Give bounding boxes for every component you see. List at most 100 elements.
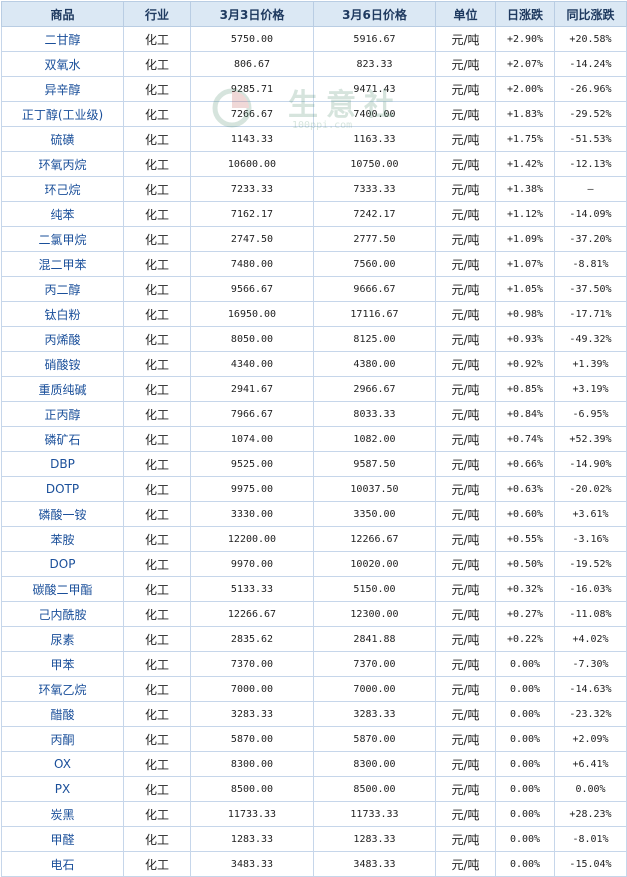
table-row: 丙酮 化工 5870.00 5870.00 元/吨 0.00% +2.09% — [1, 726, 627, 752]
header-price-mar3: 3月3日价格 — [190, 1, 314, 27]
unit-cell: 元/吨 — [435, 76, 496, 102]
price-mar6-cell: 5870.00 — [313, 726, 436, 752]
commodity-name: 重质纯碱 — [1, 376, 124, 402]
price-mar6-cell: 7370.00 — [313, 651, 436, 677]
yoy-change-cell: -11.08% — [554, 601, 627, 627]
price-mar6-cell: 11733.33 — [313, 801, 436, 827]
yoy-change-cell: +3.61% — [554, 501, 627, 527]
industry-cell: 化工 — [123, 651, 191, 677]
header-unit: 单位 — [435, 1, 496, 27]
table-row: 双氧水 化工 806.67 823.33 元/吨 +2.07% -14.24% — [1, 51, 627, 77]
industry-cell: 化工 — [123, 751, 191, 777]
table-row: 丙烯酸 化工 8050.00 8125.00 元/吨 +0.93% -49.32% — [1, 326, 627, 352]
commodity-name: 纯苯 — [1, 201, 124, 227]
unit-cell: 元/吨 — [435, 576, 496, 602]
price-mar3-cell: 16950.00 — [190, 301, 314, 327]
price-mar6-cell: 2841.88 — [313, 626, 436, 652]
price-mar3-cell: 7370.00 — [190, 651, 314, 677]
price-mar3-cell: 1283.33 — [190, 826, 314, 852]
yoy-change-cell: -15.04% — [554, 851, 627, 877]
price-mar6-cell: 9471.43 — [313, 76, 436, 102]
daily-change-cell: +0.32% — [495, 576, 555, 602]
table-row: 重质纯碱 化工 2941.67 2966.67 元/吨 +0.85% +3.19% — [1, 376, 627, 402]
industry-cell: 化工 — [123, 51, 191, 77]
price-mar3-cell: 7966.67 — [190, 401, 314, 427]
yoy-change-cell: — — [554, 176, 627, 202]
price-mar6-cell: 8125.00 — [313, 326, 436, 352]
table-row: 二甘醇 化工 5750.00 5916.67 元/吨 +2.90% +20.58% — [1, 26, 627, 52]
yoy-change-cell: -3.16% — [554, 526, 627, 552]
price-mar3-cell: 10600.00 — [190, 151, 314, 177]
price-mar3-cell: 5133.33 — [190, 576, 314, 602]
industry-cell: 化工 — [123, 101, 191, 127]
daily-change-cell: +2.07% — [495, 51, 555, 77]
commodity-name: DBP — [1, 451, 124, 477]
unit-cell: 元/吨 — [435, 51, 496, 77]
daily-change-cell: +0.93% — [495, 326, 555, 352]
industry-cell: 化工 — [123, 826, 191, 852]
price-mar3-cell: 8300.00 — [190, 751, 314, 777]
price-mar6-cell: 7333.33 — [313, 176, 436, 202]
unit-cell: 元/吨 — [435, 676, 496, 702]
unit-cell: 元/吨 — [435, 801, 496, 827]
daily-change-cell: +0.60% — [495, 501, 555, 527]
daily-change-cell: 0.00% — [495, 801, 555, 827]
unit-cell: 元/吨 — [435, 376, 496, 402]
unit-cell: 元/吨 — [435, 126, 496, 152]
price-mar3-cell: 1074.00 — [190, 426, 314, 452]
yoy-change-cell: -20.02% — [554, 476, 627, 502]
commodity-name: 丙二醇 — [1, 276, 124, 302]
commodity-name: 钛白粉 — [1, 301, 124, 327]
yoy-change-cell: -51.53% — [554, 126, 627, 152]
industry-cell: 化工 — [123, 251, 191, 277]
industry-cell: 化工 — [123, 476, 191, 502]
unit-cell: 元/吨 — [435, 401, 496, 427]
commodity-name: 正丁醇(工业级) — [1, 101, 124, 127]
price-mar6-cell: 17116.67 — [313, 301, 436, 327]
unit-cell: 元/吨 — [435, 701, 496, 727]
commodity-name: 甲苯 — [1, 651, 124, 677]
price-mar3-cell: 3330.00 — [190, 501, 314, 527]
industry-cell: 化工 — [123, 76, 191, 102]
daily-change-cell: 0.00% — [495, 751, 555, 777]
table-row: 二氯甲烷 化工 2747.50 2777.50 元/吨 +1.09% -37.20% — [1, 226, 627, 252]
industry-cell: 化工 — [123, 201, 191, 227]
price-mar3-cell: 8500.00 — [190, 776, 314, 802]
header-commodity: 商品 — [1, 1, 124, 27]
table-row: 己内酰胺 化工 12266.67 12300.00 元/吨 +0.27% -11.08% — [1, 601, 627, 627]
industry-cell: 化工 — [123, 801, 191, 827]
daily-change-cell: +1.12% — [495, 201, 555, 227]
price-mar6-cell: 9666.67 — [313, 276, 436, 302]
price-mar3-cell: 9525.00 — [190, 451, 314, 477]
commodity-name: 环氧丙烷 — [1, 151, 124, 177]
table-row: 尿素 化工 2835.62 2841.88 元/吨 +0.22% +4.02% — [1, 626, 627, 652]
industry-cell: 化工 — [123, 626, 191, 652]
daily-change-cell: +1.38% — [495, 176, 555, 202]
yoy-change-cell: +20.58% — [554, 26, 627, 52]
yoy-change-cell: +6.41% — [554, 751, 627, 777]
price-mar6-cell: 1283.33 — [313, 826, 436, 852]
daily-change-cell: +1.75% — [495, 126, 555, 152]
table-row: 磷矿石 化工 1074.00 1082.00 元/吨 +0.74% +52.39% — [1, 426, 627, 452]
daily-change-cell: +2.90% — [495, 26, 555, 52]
daily-change-cell: +1.07% — [495, 251, 555, 277]
commodity-name: DOP — [1, 551, 124, 577]
daily-change-cell: 0.00% — [495, 701, 555, 727]
price-mar3-cell: 2941.67 — [190, 376, 314, 402]
price-mar6-cell: 10750.00 — [313, 151, 436, 177]
table-row: 炭黑 化工 11733.33 11733.33 元/吨 0.00% +28.23% — [1, 801, 627, 827]
price-mar3-cell: 7000.00 — [190, 676, 314, 702]
price-mar3-cell: 5870.00 — [190, 726, 314, 752]
table-row: 正丁醇(工业级) 化工 7266.67 7400.00 元/吨 +1.83% -29.52% — [1, 101, 627, 127]
price-mar6-cell: 1082.00 — [313, 426, 436, 452]
price-mar6-cell: 8300.00 — [313, 751, 436, 777]
industry-cell: 化工 — [123, 376, 191, 402]
commodity-name: 硝酸铵 — [1, 351, 124, 377]
daily-change-cell: +2.00% — [495, 76, 555, 102]
yoy-change-cell: -26.96% — [554, 76, 627, 102]
industry-cell: 化工 — [123, 501, 191, 527]
industry-cell: 化工 — [123, 226, 191, 252]
header-row: 商品 行业 3月3日价格 3月6日价格 单位 日涨跌 同比涨跌 — [1, 1, 627, 27]
unit-cell: 元/吨 — [435, 751, 496, 777]
